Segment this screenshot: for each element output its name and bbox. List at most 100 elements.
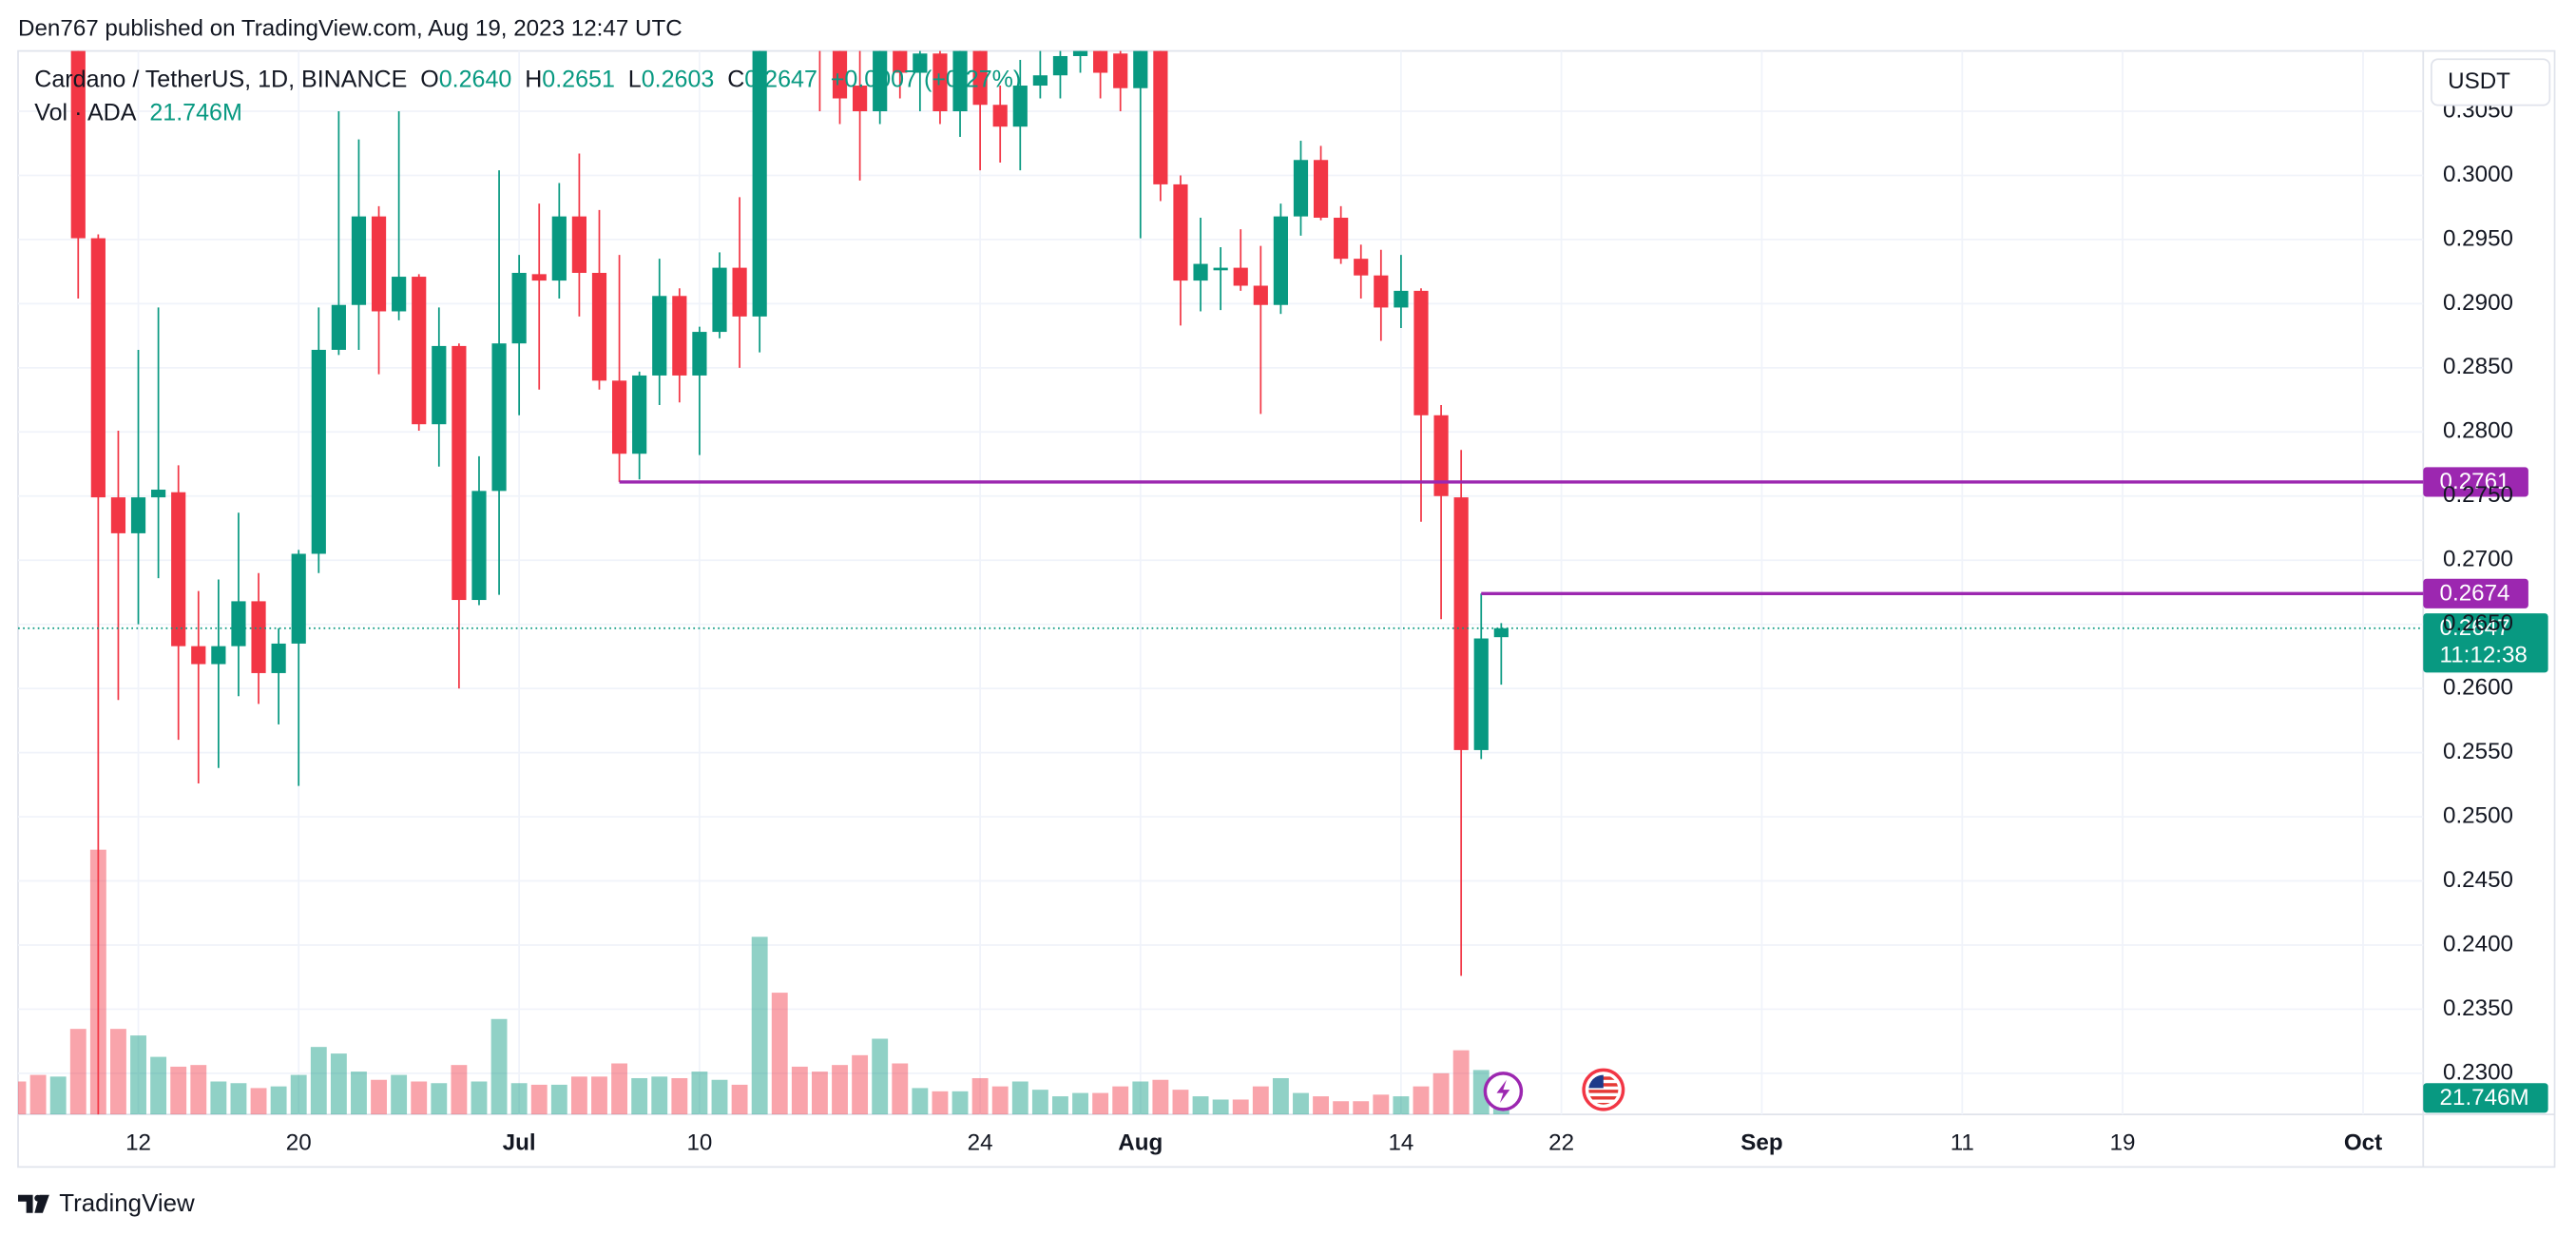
last-price-label: 0.2647 — [2440, 615, 2510, 641]
candle-body — [1173, 183, 1188, 281]
volume-tag — [2423, 1083, 2548, 1113]
candle-body — [251, 601, 266, 673]
volume-bar — [290, 1074, 307, 1115]
candle-body — [110, 497, 126, 533]
flag-stripe — [1588, 1076, 1619, 1080]
candle-body — [571, 216, 586, 274]
candle-body — [231, 601, 246, 647]
candle-body — [291, 553, 306, 644]
volume-bar — [210, 1081, 227, 1115]
volume-bar — [510, 1083, 528, 1115]
volume-bar — [170, 1066, 187, 1115]
candle-body — [972, 50, 988, 106]
countdown: 11:12:38 — [2440, 643, 2528, 668]
volume-bar — [611, 1063, 628, 1115]
candle-body — [992, 105, 1008, 127]
volume-bar — [130, 1035, 146, 1115]
candle-body — [1433, 415, 1449, 496]
candle-body — [1012, 86, 1028, 127]
x-tick-label: Sep — [1740, 1130, 1782, 1156]
y-tick-label: 0.2600 — [2443, 675, 2513, 701]
volume-bar — [49, 1076, 67, 1115]
brand: TradingView — [59, 1190, 195, 1217]
y-tick-label: 0.2500 — [2443, 802, 2513, 828]
candle-body — [1313, 160, 1329, 218]
volume-legend: Vol · ADA 21.746M — [34, 99, 242, 126]
candle-body — [130, 497, 146, 533]
candle-body — [952, 50, 968, 112]
candle-body — [412, 277, 427, 425]
candle-body — [1334, 217, 1349, 260]
candle-body — [1233, 267, 1248, 286]
volume-bar — [771, 993, 788, 1115]
candle-body — [1493, 628, 1509, 638]
candle-body — [1052, 55, 1068, 76]
volume-bar — [530, 1084, 548, 1115]
currency-label[interactable]: USDT — [2448, 68, 2510, 94]
logo-dot — [34, 1194, 42, 1202]
candle-body — [1093, 50, 1108, 73]
y-tick-label: 0.2750 — [2443, 482, 2513, 508]
candle-body — [1413, 290, 1429, 415]
volume-bar — [250, 1088, 267, 1115]
candle-body — [491, 343, 507, 492]
candle-body — [632, 375, 647, 454]
x-tick-label: 12 — [125, 1130, 151, 1156]
volume-bar — [270, 1086, 287, 1115]
volume-bar — [1393, 1096, 1410, 1115]
x-tick-label: Jul — [503, 1130, 536, 1156]
y-tick-label: 0.2350 — [2443, 995, 2513, 1021]
candle-body — [471, 491, 487, 601]
logo-mark — [18, 1194, 49, 1213]
volume-bar — [892, 1063, 909, 1115]
level-tag — [2423, 578, 2528, 608]
footer-logo: TradingView — [18, 1190, 195, 1217]
candle-body — [832, 50, 848, 99]
candle-body — [932, 53, 948, 112]
volume-bar — [751, 937, 768, 1115]
volume-bar — [1293, 1092, 1309, 1115]
candle-body — [1293, 160, 1309, 217]
x-tick-label: 14 — [1388, 1130, 1413, 1156]
candle-body — [591, 273, 607, 381]
volume-bar — [1192, 1096, 1209, 1115]
volume-bar — [832, 1065, 848, 1115]
candle-body — [1253, 285, 1268, 305]
candle-body — [672, 296, 687, 376]
candle-body — [551, 216, 567, 281]
open-label: O — [420, 66, 438, 92]
y-tick-label: 0.2550 — [2443, 739, 2513, 764]
candle-body — [211, 646, 226, 665]
candle-body — [692, 332, 707, 376]
volume-bar — [1212, 1099, 1229, 1115]
volume-bar — [1432, 1072, 1450, 1115]
candle-body — [1394, 290, 1409, 308]
volume-bar — [391, 1074, 408, 1115]
candle-body — [1072, 50, 1088, 56]
candle-body — [1354, 259, 1369, 276]
volume-bar — [912, 1088, 929, 1115]
lightning — [1496, 1079, 1510, 1103]
close-label: C — [727, 66, 744, 92]
volume-bar — [150, 1056, 167, 1115]
volume-label: Vol · ADA — [34, 99, 136, 126]
symbol: Cardano / TetherUS, 1D, BINANCE — [34, 66, 407, 92]
volume-bar — [1132, 1081, 1149, 1115]
x-tick-label: 11 — [1951, 1130, 1974, 1156]
volume-bar — [1112, 1086, 1129, 1115]
legend-line: Cardano / TetherUS, 1D, BINANCE O0.2640 … — [34, 66, 1021, 92]
volume-bar — [1232, 1099, 1249, 1115]
volume-bar — [371, 1079, 387, 1115]
volume-bar — [550, 1084, 567, 1115]
x-tick-label: 20 — [286, 1130, 312, 1156]
us-flag — [1588, 1074, 1619, 1105]
x-tick-label: 22 — [1548, 1130, 1574, 1156]
volume-bar — [570, 1076, 587, 1115]
candle-body — [1273, 216, 1288, 305]
currency-button-box[interactable] — [2431, 58, 2551, 106]
candle-body — [1374, 275, 1389, 308]
volume-bar — [1413, 1086, 1430, 1115]
currency-button[interactable]: USDT — [2431, 58, 2551, 106]
